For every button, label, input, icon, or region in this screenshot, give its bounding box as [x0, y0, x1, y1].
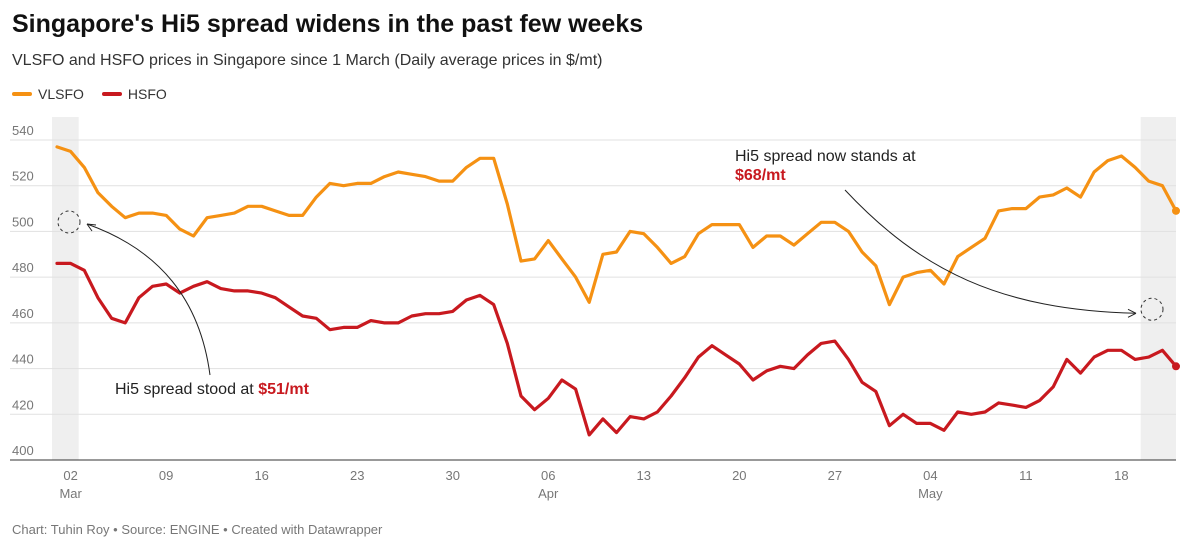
x-tick-label: 30: [446, 468, 460, 483]
y-tick-label: 400: [12, 443, 34, 458]
annotation-circle: [1140, 297, 1164, 321]
annotation-value: $68/mt: [735, 167, 786, 184]
x-tick-label: 06: [541, 468, 555, 483]
legend-item-vlsfo: VLSFO: [12, 86, 84, 102]
highlight-band: [52, 117, 79, 460]
annotation-text: Hi5 spread stood at $51/mt: [115, 381, 310, 398]
x-tick-month: Mar: [59, 486, 82, 501]
series-end-point-hsfo: [1172, 362, 1180, 371]
annotation-arrowhead: [86, 223, 97, 232]
y-tick-label: 440: [12, 352, 34, 367]
x-tick-month: Apr: [538, 486, 559, 501]
chart-subtitle: VLSFO and HSFO prices in Singapore since…: [12, 52, 603, 69]
series-line-hsfo: [55, 261, 1178, 437]
annotation-arrow: [86, 223, 211, 376]
y-tick-label: 520: [12, 169, 34, 184]
annotation-text: Hi5 spread now stands at: [735, 148, 916, 165]
legend-swatch-vlsfo: [12, 92, 32, 96]
series-end-point-vlsfo: [1172, 206, 1180, 215]
annotation-arrowhead: [1127, 308, 1137, 318]
x-tick-label: 09: [159, 468, 173, 483]
x-tick-label: 04: [923, 468, 937, 483]
x-tick-label: 02: [63, 468, 77, 483]
x-tick-label: 16: [254, 468, 268, 483]
highlight-band: [1140, 117, 1176, 460]
chart-title: Singapore's Hi5 spread widens in the pas…: [12, 10, 644, 38]
legend-label-hsfo: HSFO: [127, 86, 167, 102]
x-tick-label: 20: [732, 468, 746, 483]
legend: VLSFO HSFO: [12, 86, 167, 102]
x-tick-label: 18: [1114, 468, 1128, 483]
x-tick-month: May: [918, 486, 943, 501]
annotation-arrow: [844, 189, 1137, 314]
y-tick-label: 540: [12, 123, 34, 138]
annotation-value: $51/mt: [258, 381, 309, 398]
chart-footer: Chart: Tuhin Roy • Source: ENGINE • Crea…: [12, 522, 383, 537]
x-tick-label: 27: [828, 468, 842, 483]
y-tick-label: 480: [12, 260, 34, 275]
legend-label-vlsfo: VLSFO: [38, 86, 84, 102]
y-tick-label: 500: [12, 214, 34, 229]
x-tick-label: 11: [1019, 468, 1033, 483]
x-tick-label: 23: [350, 468, 364, 483]
y-tick-label: 420: [12, 397, 34, 412]
legend-item-hsfo: HSFO: [101, 86, 167, 102]
annotation-circle: [57, 210, 81, 234]
series-line-vlsfo: [55, 145, 1178, 307]
legend-swatch-hsfo: [101, 92, 122, 96]
x-tick-label: 13: [637, 468, 651, 483]
y-tick-label: 460: [12, 306, 34, 321]
